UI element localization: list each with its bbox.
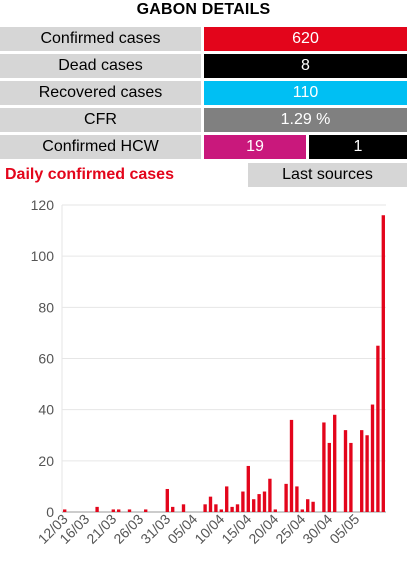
chart-bar[interactable] bbox=[311, 501, 315, 512]
last-sources-button[interactable]: Last sources bbox=[248, 163, 407, 187]
chart-bar[interactable] bbox=[322, 422, 326, 512]
chart-bar[interactable] bbox=[376, 345, 380, 512]
chart-bar[interactable] bbox=[289, 419, 294, 512]
chart-bar[interactable] bbox=[246, 465, 250, 512]
cfr-value: 1.29 % bbox=[204, 108, 407, 132]
chart-bar[interactable] bbox=[203, 504, 207, 512]
chart-bar[interactable] bbox=[181, 504, 186, 512]
y-tick-label: 0 bbox=[46, 504, 54, 520]
confirmed-hcw-label: Confirmed HCW bbox=[0, 135, 201, 159]
x-tick-label: 21/03 bbox=[83, 511, 119, 547]
chart-bar[interactable] bbox=[273, 509, 277, 512]
chart-bar[interactable] bbox=[230, 506, 234, 512]
stat-row-confirmed: Confirmed cases 620 bbox=[0, 27, 407, 51]
chart-bar[interactable] bbox=[262, 491, 267, 512]
chart-bar[interactable] bbox=[343, 430, 348, 512]
dead-hcw-value: 1 bbox=[309, 135, 407, 159]
chart-bar[interactable] bbox=[295, 486, 299, 512]
chart-bar[interactable] bbox=[268, 478, 272, 512]
chart-bar[interactable] bbox=[95, 506, 99, 512]
chart-bar[interactable] bbox=[165, 488, 169, 512]
chart-bar[interactable] bbox=[225, 486, 229, 512]
chart-bar[interactable] bbox=[235, 504, 240, 512]
chart-bar[interactable] bbox=[327, 442, 331, 512]
chart-bar[interactable] bbox=[306, 499, 310, 512]
x-tick-label: 25/04 bbox=[272, 511, 308, 547]
page-title: GABON DETAILS bbox=[136, 1, 271, 18]
x-tick-label: 15/04 bbox=[218, 511, 254, 547]
recovered-cases-label: Recovered cases bbox=[0, 81, 201, 105]
chart-bar[interactable] bbox=[111, 509, 115, 512]
x-tick-label: 10/04 bbox=[191, 511, 227, 547]
dead-cases-label: Dead cases bbox=[0, 54, 201, 78]
x-tick-label: 30/04 bbox=[299, 511, 335, 547]
stat-row-recovered: Recovered cases 110 bbox=[0, 81, 407, 105]
x-tick-label: 05/05 bbox=[326, 511, 362, 547]
stat-row-cfr: CFR 1.29 % bbox=[0, 108, 407, 132]
chart-bar[interactable] bbox=[219, 509, 223, 512]
chart-bar[interactable] bbox=[127, 509, 132, 512]
chart-bar[interactable] bbox=[241, 491, 245, 512]
daily-confirmed-title: Daily confirmed cases bbox=[5, 166, 174, 183]
chart-bar[interactable] bbox=[333, 414, 337, 512]
dead-cases-value: 8 bbox=[204, 54, 407, 78]
chart-bar[interactable] bbox=[284, 483, 288, 512]
x-tick-label: 20/04 bbox=[245, 511, 281, 547]
chart-bar[interactable] bbox=[117, 509, 121, 512]
confirmed-cases-label: Confirmed cases bbox=[0, 27, 201, 51]
y-tick-label: 80 bbox=[38, 299, 54, 315]
stat-row-hcw: Confirmed HCW 19 1 bbox=[0, 135, 407, 159]
chart-bar[interactable] bbox=[349, 442, 353, 512]
chart-bar[interactable] bbox=[257, 494, 261, 512]
chart-bar[interactable] bbox=[171, 506, 175, 512]
confirmed-hcw-value: 19 bbox=[204, 135, 306, 159]
chart-bar[interactable] bbox=[144, 509, 148, 512]
x-tick-label: 26/03 bbox=[110, 511, 146, 547]
chart-bar[interactable] bbox=[370, 404, 375, 512]
y-tick-label: 60 bbox=[38, 351, 54, 367]
chart-bar[interactable] bbox=[252, 499, 256, 512]
chart-bar[interactable] bbox=[208, 496, 213, 512]
chart-bar[interactable] bbox=[214, 504, 218, 512]
x-tick-label: 05/04 bbox=[164, 511, 200, 547]
x-tick-label: 31/03 bbox=[137, 511, 173, 547]
confirmed-cases-value: 620 bbox=[204, 27, 407, 51]
y-tick-label: 120 bbox=[31, 197, 55, 213]
chart-bar[interactable] bbox=[360, 430, 364, 512]
cfr-label: CFR bbox=[0, 108, 201, 132]
recovered-cases-value: 110 bbox=[204, 81, 407, 105]
y-tick-label: 100 bbox=[31, 248, 55, 264]
chart-bar[interactable] bbox=[300, 509, 304, 512]
y-tick-label: 20 bbox=[38, 453, 54, 469]
stat-row-dead: Dead cases 8 bbox=[0, 54, 407, 78]
chart-bar[interactable] bbox=[365, 435, 369, 512]
chart-bar[interactable] bbox=[381, 215, 385, 513]
chart-bar[interactable] bbox=[63, 509, 67, 512]
y-tick-label: 40 bbox=[38, 402, 54, 418]
